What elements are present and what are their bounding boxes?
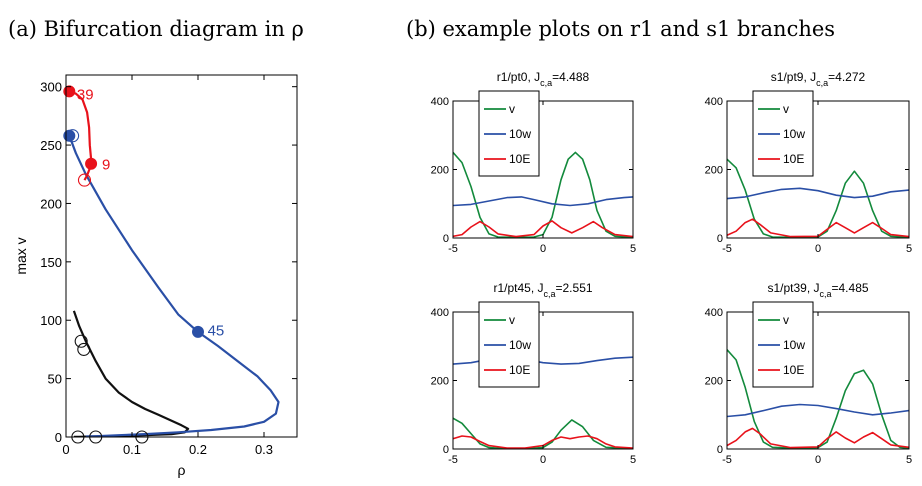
- title-value: =4.485: [832, 281, 869, 295]
- x-tick-label: 5: [906, 454, 912, 466]
- legend-label-10E: 10E: [783, 363, 804, 377]
- filled-marker: [64, 86, 75, 97]
- x-tick-label: 5: [630, 454, 636, 466]
- caption-a: (a) Bifurcation diagram in ρ: [8, 17, 304, 41]
- filled-marker: [86, 158, 97, 169]
- x-tick-label: -5: [448, 454, 458, 466]
- y-tick-label: 400: [431, 307, 449, 319]
- x-tick-label: -5: [722, 454, 732, 466]
- x-tick-label: 5: [906, 243, 912, 255]
- x-tick-label: -5: [722, 243, 732, 255]
- subplot-title: r1/pt0, Jc,a=4.488: [497, 70, 590, 88]
- y-tick-label: 200: [705, 376, 723, 388]
- y-tick-label: 200: [431, 376, 449, 388]
- legend-label-10E: 10E: [509, 152, 530, 166]
- x-tick-label: -5: [448, 243, 458, 255]
- x-tick-label: 5: [630, 243, 636, 255]
- y-tick-label: 200: [705, 165, 723, 177]
- y-tick-label: 0: [717, 233, 723, 245]
- y-tick-label: 100: [40, 313, 62, 328]
- series-line-black: [74, 311, 188, 437]
- title-main: s1/pt39, J: [767, 281, 819, 295]
- y-tick-label: 0: [443, 233, 449, 245]
- title-subscript: c,a: [819, 289, 831, 299]
- x-tick-label: 0: [815, 454, 821, 466]
- y-axis-label: max v: [13, 237, 29, 274]
- open-marker: [78, 343, 90, 355]
- x-tick-label: 0: [815, 243, 821, 255]
- series-line-10w: [727, 188, 909, 198]
- series-line-10E: [727, 428, 909, 447]
- legend-label-10E: 10E: [783, 152, 804, 166]
- caption-b: (b) example plots on r1 and s1 branches: [406, 17, 835, 41]
- title-value: =4.488: [552, 70, 589, 84]
- legend-label-10w: 10w: [783, 338, 805, 352]
- y-tick-label: 400: [705, 307, 723, 319]
- x-tick-label: 0.2: [189, 442, 207, 457]
- title-subscript: c,a: [816, 78, 828, 88]
- legend-label-10w: 10w: [509, 338, 531, 352]
- title-main: r1/pt45, J: [493, 281, 543, 295]
- y-tick-label: 200: [40, 196, 62, 211]
- legend-label-v: v: [783, 102, 789, 116]
- x-tick-label: 0: [62, 442, 69, 457]
- subplot-title: s1/pt39, Jc,a=4.485: [767, 281, 868, 299]
- y-tick-label: 150: [40, 255, 62, 270]
- legend-label-v: v: [509, 102, 515, 116]
- subplot-title: r1/pt45, Jc,a=2.551: [493, 281, 592, 299]
- x-tick-label: 0: [540, 454, 546, 466]
- annotation-label: 45: [208, 323, 225, 340]
- x-tick-label: 0.3: [255, 442, 273, 457]
- y-tick-label: 0: [55, 430, 62, 445]
- y-tick-label: 200: [431, 165, 449, 177]
- title-main: s1/pt9, J: [771, 70, 816, 84]
- series-line-10w: [727, 405, 909, 417]
- y-tick-label: 300: [40, 80, 62, 95]
- series-line-10E: [727, 219, 909, 236]
- chart-bifurcation: 39 9 45 0 0.1 0.2 0.3 0 50 100 150 200 250 300 ρ max v: [13, 75, 297, 478]
- x-axis-label: ρ: [178, 462, 186, 478]
- x-tick-label: 0.1: [123, 442, 141, 457]
- filled-marker: [193, 326, 204, 337]
- filled-marker: [64, 130, 75, 141]
- x-tick-label: 0: [540, 243, 546, 255]
- legend-label-10E: 10E: [509, 363, 530, 377]
- annotation-label: 39: [77, 87, 94, 104]
- series-line-10w: [453, 197, 633, 206]
- legend-label-10w: 10w: [509, 127, 531, 141]
- legend-label-10w: 10w: [783, 127, 805, 141]
- series-line-blue: [69, 136, 278, 437]
- y-tick-label: 400: [431, 96, 449, 108]
- y-tick-label: 0: [443, 444, 449, 456]
- title-main: r1/pt0, J: [497, 70, 540, 84]
- title-subscript: c,a: [543, 289, 555, 299]
- title-value: =2.551: [556, 281, 593, 295]
- y-tick-label: 400: [705, 96, 723, 108]
- title-subscript: c,a: [540, 78, 552, 88]
- y-tick-label: 50: [48, 372, 62, 387]
- title-value: =4.272: [828, 70, 865, 84]
- annotation-label: 9: [102, 157, 110, 174]
- y-tick-label: 0: [717, 444, 723, 456]
- legend-label-v: v: [509, 313, 515, 327]
- y-tick-label: 250: [40, 138, 62, 153]
- legend-label-v: v: [783, 313, 789, 327]
- subplot-title: s1/pt9, Jc,a=4.272: [771, 70, 866, 88]
